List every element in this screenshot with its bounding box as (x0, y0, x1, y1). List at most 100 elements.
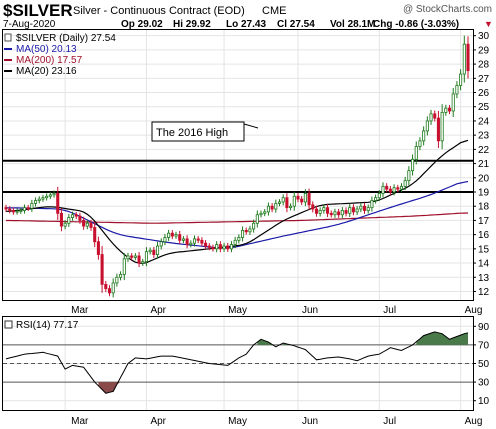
candle-body (215, 244, 219, 250)
candle-body (255, 214, 259, 224)
candle-body (292, 195, 296, 207)
candle-body (52, 193, 56, 196)
candle-body (359, 205, 363, 210)
candle-body (233, 239, 237, 245)
candle-body (362, 205, 367, 211)
candle-body (107, 288, 112, 294)
rsi-legend: RSI(14) 77.17 (4, 320, 79, 331)
price-tick-label: 13 (478, 273, 490, 284)
candle-body (141, 261, 145, 264)
candle-body (148, 249, 152, 253)
candle-body (459, 73, 463, 86)
price-tick-label: 16 (478, 230, 490, 241)
annotation-2016-high: The 2016 High (151, 121, 259, 142)
rsi-tick-label: 50 (478, 359, 490, 370)
candle-body (126, 255, 130, 260)
candle-body (462, 43, 466, 75)
candle-body (144, 251, 148, 263)
price-tick-label: 28 (478, 60, 490, 71)
candle-body (59, 212, 63, 227)
candle-body (266, 205, 270, 213)
legend-swatch (4, 33, 12, 42)
price-tick-label: 30 (478, 31, 490, 42)
watermark: @ StockCharts.com (403, 4, 492, 15)
candle-body (211, 247, 215, 250)
candle-body (196, 238, 200, 241)
candle-body (11, 210, 15, 213)
quote-value: Chg -0.86 (-3.03%) (373, 19, 459, 30)
candle-body (418, 140, 422, 147)
candle-body (174, 234, 178, 237)
candle-body (78, 215, 82, 221)
candle-body (433, 113, 437, 119)
candle-body (218, 244, 222, 250)
price-tick-label: 18 (478, 202, 490, 213)
candle-body (111, 282, 115, 294)
candle-body (407, 170, 411, 182)
candle-body (252, 222, 256, 230)
candle-body (85, 222, 89, 227)
legend-label: $SILVER (Daily) 27.54 (16, 33, 116, 44)
candle-body (422, 130, 426, 142)
candle-body (167, 232, 171, 238)
candle-body (45, 195, 49, 199)
candle-body (388, 188, 392, 193)
candle-body (178, 234, 182, 241)
candle-body (137, 255, 141, 264)
candle-body (56, 193, 60, 214)
candle-body (189, 242, 193, 245)
rsi-label: RSI(14) 77.17 (16, 320, 79, 331)
candle-body (399, 185, 404, 190)
candle-body (82, 220, 86, 227)
rsi-axis: 10 30 50 70 90 (473, 322, 490, 407)
price-tick-label: 19 (478, 188, 490, 199)
candle-body (185, 238, 189, 245)
price-tick-label: 15 (478, 244, 490, 255)
price-tick-label: 23 (478, 131, 490, 142)
candle-body (115, 276, 119, 284)
quote-date: 7-Aug-2020 (3, 19, 56, 30)
month-label: Jul (383, 416, 396, 427)
candle-body (396, 187, 400, 190)
rsi-overbought-fill (257, 331, 468, 345)
candle-body (237, 237, 241, 241)
legend-label: MA(50) 20.13 (16, 44, 77, 55)
candle-body (344, 210, 348, 214)
candle-body (440, 112, 444, 142)
candle-body (340, 210, 344, 216)
price-tick-label: 24 (478, 116, 490, 127)
price-tick-label: 25 (478, 102, 490, 113)
candle-body (466, 43, 470, 72)
candle-body (374, 197, 378, 201)
candle-body (67, 217, 71, 224)
candle-body (337, 211, 341, 216)
month-label: Aug (465, 305, 483, 316)
candle-body (444, 107, 448, 113)
quote-row: Op 29.02 Hi 29.92 Lo 27.43 Cl 27.54 Vol 28.1… (121, 19, 493, 30)
candle-body (100, 254, 104, 285)
candle-body (414, 146, 418, 160)
candle-body (318, 210, 322, 214)
candle-body (381, 185, 385, 194)
candle-body (333, 211, 337, 216)
candle-body (348, 207, 352, 214)
candle-body (122, 258, 126, 275)
candle-body (303, 193, 307, 203)
candle-body (285, 197, 289, 209)
rsi-tick-label: 30 (478, 378, 490, 389)
candle-body (96, 241, 100, 255)
candle-body (296, 195, 300, 200)
month-axis-rsi: Mar Apr May Jun Jul Aug (71, 416, 482, 427)
candle-body (133, 255, 137, 258)
candle-body (192, 238, 197, 244)
candles (4, 35, 470, 298)
legend-label: MA(20) 23.16 (16, 66, 77, 77)
candle-body (322, 207, 326, 211)
candle-body (163, 237, 167, 243)
candle-body (152, 249, 156, 255)
candle-body (425, 120, 429, 132)
symbol-title: $SILVER (3, 1, 73, 20)
month-label: May (228, 305, 247, 316)
rsi-tick-label: 90 (478, 322, 490, 333)
